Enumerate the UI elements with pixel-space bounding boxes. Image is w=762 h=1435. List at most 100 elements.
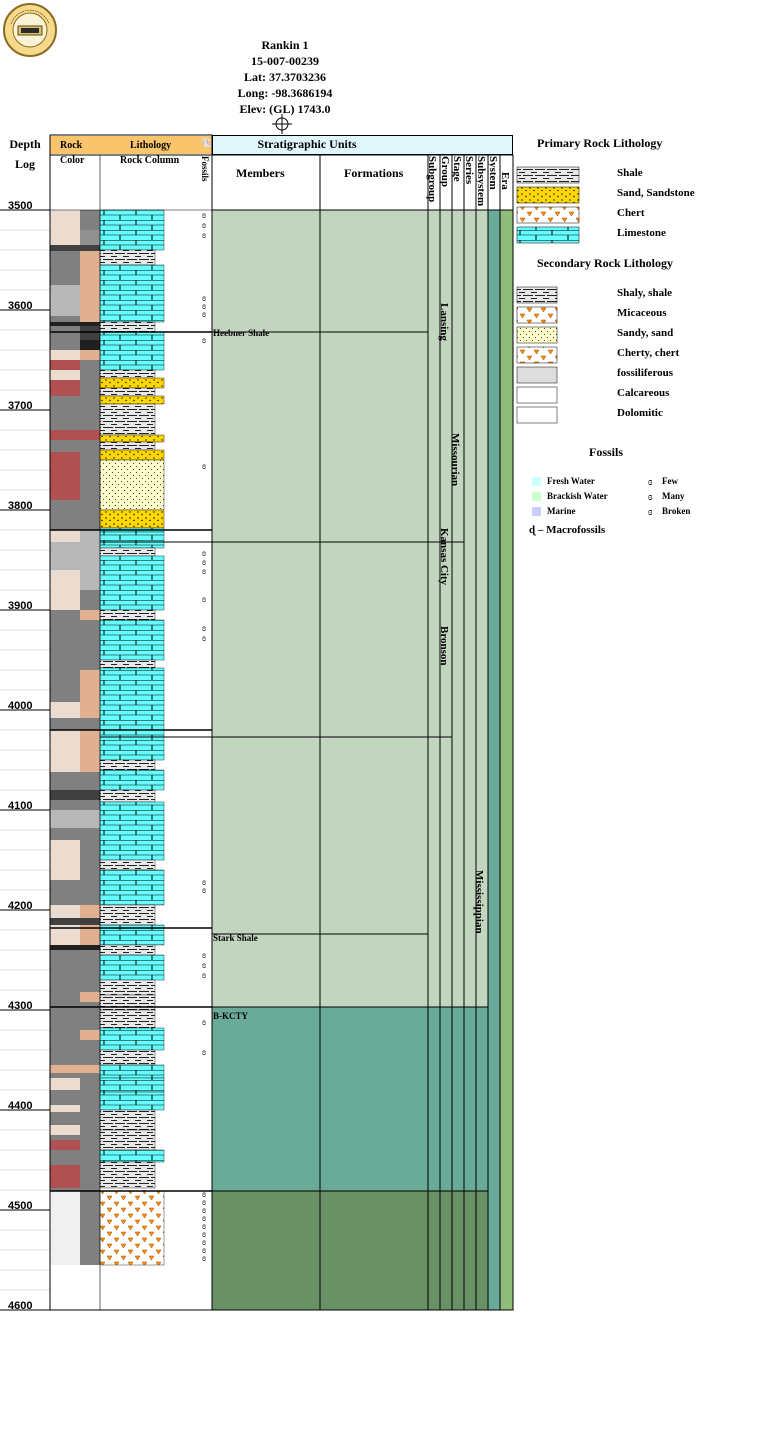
sandstone-pattern — [516, 186, 580, 204]
rock-color-cell — [80, 905, 100, 918]
lithology-shale — [99, 789, 156, 803]
lithology-header-label: Lithology — [130, 140, 172, 151]
rock-color-cell — [80, 360, 100, 370]
lithology-sandy — [99, 459, 165, 511]
lithology-shale — [99, 403, 156, 436]
rock-color-cell — [80, 452, 100, 470]
lithology-limestone — [99, 801, 165, 861]
rock-color-cell — [80, 810, 100, 828]
rock-color-cell — [80, 500, 100, 530]
fossil-icon: ɞ — [202, 557, 206, 567]
fossil-icon: ɞ — [202, 1245, 206, 1255]
fossil-icon: ɞ — [202, 1189, 206, 1199]
rock-color-cell — [50, 470, 80, 500]
member-label: Stark Shale — [213, 933, 258, 943]
stage-unit-label: Missourian — [449, 433, 461, 487]
fossil-icon: ɞ — [202, 461, 206, 471]
fossil-icon: ɞ — [202, 230, 206, 240]
legend-dolomitic-label: Dolomitic — [617, 407, 663, 419]
lithology-shale — [99, 249, 156, 266]
rock-color-cell — [80, 470, 100, 500]
rock-color-cell — [80, 265, 100, 285]
rock-color-cell — [50, 570, 80, 590]
rock-color-cell — [50, 245, 80, 251]
subgroup-header-label: Subgroup — [426, 156, 438, 203]
rock-color-cell — [50, 950, 80, 992]
lithology-limestone — [99, 869, 165, 906]
rock-color-cell — [50, 360, 80, 370]
rock-color-cell — [50, 230, 80, 245]
rock-color-cell — [50, 1135, 80, 1140]
lithology-sand — [99, 377, 165, 389]
lithology-limestone — [99, 531, 165, 549]
rock-color-cell — [50, 326, 80, 340]
series-header-label: Series — [463, 156, 475, 185]
strat-zone-1 — [212, 1007, 488, 1191]
rock-color-cell — [50, 1065, 80, 1073]
lithology-limestone — [99, 1064, 165, 1079]
rock-color-cell — [50, 1150, 80, 1165]
subsystem-unit-label: Mississippian — [473, 870, 485, 934]
rock-color-cell — [80, 1150, 100, 1165]
depth-label: 4100 — [8, 800, 33, 812]
rock-color-cell — [50, 880, 80, 905]
rock-color-cell — [50, 610, 80, 620]
rock-color-cell — [80, 800, 100, 810]
rock-color-cell — [80, 230, 100, 245]
rock-color-cell — [80, 790, 100, 800]
group-unit-label: Bronson — [438, 626, 450, 666]
rock-color-cell — [50, 620, 80, 670]
legend-few-label: Few — [662, 476, 678, 486]
lithology-limestone — [99, 667, 165, 731]
rock-color-cell — [80, 840, 100, 880]
rock-color-cell — [50, 810, 80, 828]
rock-color-cell — [80, 245, 100, 251]
lithology-shale — [99, 979, 156, 996]
fossil-icon: ɞ — [202, 594, 206, 604]
rock-color-cell — [50, 925, 80, 945]
rock-color-cell — [80, 326, 100, 340]
fossil-icon: ɞ — [202, 1229, 206, 1239]
lithology-limestone — [99, 1027, 165, 1051]
primary-lithology-title: Primary Rock Lithology — [537, 136, 663, 150]
fossil-icon: ɞ — [202, 335, 206, 345]
depth-log-header: Depth Log — [2, 134, 48, 174]
lithology-shale — [99, 547, 156, 557]
rock-color-cell — [80, 570, 100, 590]
well-api: 15-007-00239 — [251, 54, 319, 68]
rock-color-cell — [80, 1188, 100, 1191]
rock-color-cell — [80, 918, 100, 925]
rock-color-cell — [80, 296, 100, 316]
secondary-lithology-title: Secondary Rock Lithology — [537, 256, 674, 270]
lithology-sand — [99, 395, 165, 405]
lithology-shale — [99, 441, 156, 451]
well-elevation: Elev: (GL) 1743.0 — [239, 102, 331, 116]
legend-calcareous-label: Calcareous — [617, 387, 670, 399]
rock-color-cell — [50, 828, 80, 840]
rock-color-cell — [50, 800, 80, 810]
fossil-icon: ɞ — [202, 566, 206, 576]
depth-label: 4200 — [8, 900, 33, 912]
strat-units-title: Stratigraphic Units — [257, 137, 357, 151]
calcareous-pattern — [516, 386, 558, 404]
rock-color-cell — [80, 210, 100, 230]
legend-cherty-label: Cherty, chert — [617, 347, 680, 359]
rock-color-cell — [80, 1191, 100, 1265]
rock-color-cell — [80, 1105, 100, 1112]
fossil-icon: ɞ — [202, 970, 206, 980]
rock-color-cell — [80, 1135, 100, 1140]
fossil-icon: ɞ — [202, 1047, 206, 1057]
rock-color-cell — [50, 670, 80, 690]
formations-header-label: Formations — [344, 166, 404, 180]
fossil-abundance-icon: ɞ — [648, 492, 653, 503]
rock-color-cell — [80, 670, 100, 690]
rock-color-cell — [80, 396, 100, 430]
rock-color-cell — [80, 828, 100, 840]
legend-macrofossils-label: Macrofossils — [546, 524, 606, 536]
rock-color-cell — [50, 251, 80, 265]
rock-color-cell — [50, 1191, 80, 1265]
lithology-shale — [99, 1109, 156, 1131]
fossil-header-icon: 🐚 — [201, 138, 214, 149]
rock-color-cell — [50, 452, 80, 470]
